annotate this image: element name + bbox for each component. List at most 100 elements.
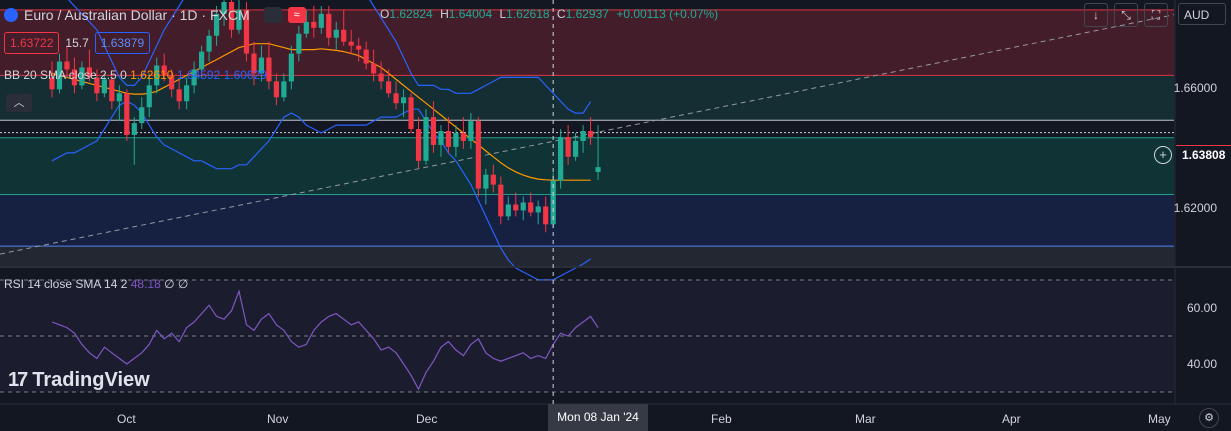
- candle-body: [460, 133, 466, 141]
- collapse-panes-icon[interactable]: ⤡: [1114, 3, 1138, 27]
- candle-body: [356, 45, 362, 50]
- bb-basis-value: 1.62610: [130, 68, 174, 82]
- settings-gear-icon[interactable]: ⚙: [1199, 408, 1219, 428]
- candle-body: [176, 89, 182, 102]
- candle-body: [580, 131, 586, 141]
- bb-upper-value: 1.64592: [176, 68, 221, 82]
- bb-legend[interactable]: BB 20 SMA close 2.5 0 1.62610 1.64592 1.…: [4, 68, 267, 82]
- candle-body: [341, 29, 347, 42]
- candle-body: [513, 204, 519, 211]
- candle-body: [445, 131, 452, 147]
- scroll-down-button[interactable]: ↓: [1084, 3, 1108, 27]
- candle-body: [199, 51, 205, 70]
- candle-body: [520, 202, 526, 211]
- candle-body: [139, 107, 145, 124]
- candle-body: [558, 136, 564, 181]
- candle-body: [49, 77, 55, 90]
- candle-body: [228, 1, 235, 30]
- candle-body: [468, 121, 474, 141]
- close-key: C: [556, 7, 566, 21]
- high-key: H: [440, 7, 449, 21]
- buy-button[interactable]: 1.63879: [94, 32, 151, 54]
- candle-body: [146, 85, 152, 108]
- rsi-legend[interactable]: RSI 14 close SMA 14 2 48.18 ∅ ∅: [4, 277, 188, 291]
- rsi-value: 48.18: [130, 277, 161, 291]
- low-key: L: [499, 7, 507, 21]
- eye-icon[interactable]: [263, 7, 282, 23]
- candle-body: [475, 121, 481, 189]
- add-alert-icon[interactable]: +: [1154, 146, 1172, 164]
- time-axis-label: May: [1148, 412, 1171, 426]
- candle-body: [71, 69, 78, 86]
- candle-body: [333, 29, 339, 38]
- upper-green-zone: [0, 75, 1174, 121]
- candle-body: [587, 131, 594, 137]
- candle-body: [94, 77, 100, 94]
- candle-body: [543, 206, 549, 225]
- bb-label: BB 20 SMA close 2.5 0: [4, 68, 127, 82]
- candle-body: [296, 33, 302, 54]
- resistance-zone: [0, 9, 1174, 76]
- bottom-gray-zone: [0, 246, 1174, 266]
- fullscreen-icon[interactable]: ⛶: [1144, 3, 1168, 27]
- candle-body: [423, 117, 429, 161]
- candle-body: [303, 21, 309, 34]
- candle-body: [116, 93, 122, 102]
- candle-body: [101, 79, 107, 94]
- quote-panel: 1.63722 15.7 1.63879: [4, 32, 151, 54]
- candle-body: [79, 67, 85, 86]
- ohlc-legend: O1.62824 H1.64004 L1.62618 C1.62937 +0.0…: [380, 7, 722, 21]
- low-value: 1.62618: [506, 7, 550, 21]
- candle-body: [393, 93, 399, 104]
- candle-body: [266, 57, 272, 82]
- candle-body: [363, 49, 369, 64]
- crosshair-date-label: Mon 08 Jan '24: [548, 404, 648, 431]
- current-price-tag: 1.63808: [1176, 145, 1231, 163]
- lower-blue-zone: [0, 194, 1174, 247]
- candle-body: [184, 85, 190, 102]
- spread-value: 15.7: [65, 36, 89, 50]
- candle-body: [565, 136, 571, 157]
- currency-select[interactable]: AUD: [1178, 3, 1226, 25]
- candle-body: [161, 65, 167, 76]
- candle-body: [131, 123, 137, 135]
- candle-body: [371, 63, 377, 74]
- support-zone: [0, 137, 1174, 195]
- bb-upper-line: [68, 0, 592, 114]
- symbol-title[interactable]: Euro / Australian Dollar · 1D · FXCM: [24, 7, 250, 23]
- candle-body: [595, 167, 601, 172]
- price-axis-label: 1.66000: [1173, 81, 1217, 95]
- change-value: +0.00113 (+0.07%): [616, 7, 719, 21]
- candle-body: [206, 35, 212, 52]
- candle-body: [221, 1, 227, 14]
- candle-body: [281, 81, 287, 98]
- collapse-legend-button[interactable]: ︿: [6, 94, 32, 112]
- candle-body: [251, 53, 257, 74]
- candle-body: [326, 13, 332, 38]
- trend-line: [0, 14, 1175, 255]
- price-axis-label: 1.62000: [1173, 201, 1217, 215]
- candle-body: [273, 81, 279, 98]
- candle-body: [573, 140, 579, 157]
- rsi-extra: ∅ ∅: [164, 277, 189, 291]
- bb-basis-line: [51, 43, 591, 181]
- symbol-flag-icon: [4, 8, 18, 22]
- candle-body: [386, 81, 392, 94]
- candle-body: [438, 131, 444, 145]
- time-axis-label: Feb: [711, 412, 732, 426]
- open-value: 1.62824: [389, 7, 433, 21]
- candle-body: [86, 67, 92, 78]
- candle-body: [505, 204, 511, 217]
- wave-icon[interactable]: ≈: [287, 7, 306, 23]
- candle-body: [430, 117, 437, 145]
- candle-body: [528, 202, 534, 213]
- candle-body: [288, 53, 294, 82]
- candle-body: [498, 184, 504, 217]
- candle-body: [408, 97, 414, 130]
- tradingview-wordmark: TradingView: [32, 369, 150, 391]
- candle-body: [258, 57, 265, 74]
- bb-lower-value: 1.60629: [223, 68, 267, 82]
- sell-button[interactable]: 1.63722: [4, 32, 60, 54]
- candle-body: [191, 69, 197, 86]
